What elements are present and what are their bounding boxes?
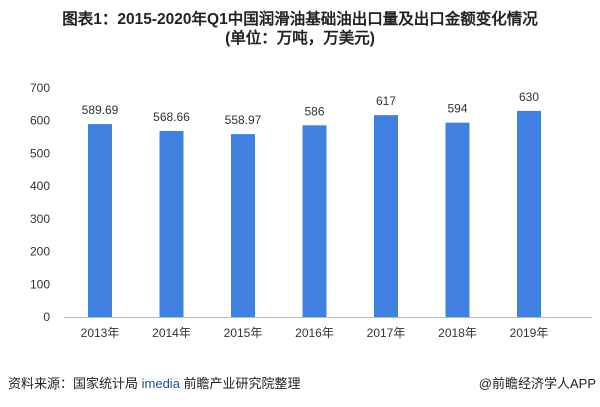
bar (231, 134, 255, 317)
data-label: 568.66 (153, 110, 190, 124)
x-tick-label: 2019年 (510, 326, 549, 340)
y-tick-label: 200 (30, 245, 50, 259)
source-highlight: imedia (141, 376, 180, 391)
source-note: 资料来源：国家统计局 imedia 前瞻产业研究院整理 (8, 373, 301, 392)
bar (517, 110, 541, 318)
x-tick-label: 2018年 (438, 326, 477, 340)
y-tick-label: 700 (30, 81, 50, 95)
y-tick-label: 500 (30, 146, 50, 160)
data-label: 630 (519, 90, 539, 104)
bar (445, 122, 470, 317)
y-tick-label: 100 (30, 277, 50, 291)
x-tick-label: 2014年 (152, 326, 191, 340)
x-tick-label: 2013年 (81, 326, 120, 340)
bar (302, 125, 327, 318)
chart-title: 图表1：2015-2020年Q1中国润滑油基础油出口量及出口金额变化情况 (单位… (0, 10, 600, 48)
data-label: 586 (304, 104, 324, 118)
x-tick-label: 2016年 (295, 326, 334, 340)
y-tick-label: 300 (30, 212, 50, 226)
data-label: 558.97 (225, 113, 262, 127)
y-tick-label: 400 (30, 179, 50, 193)
source-prefix: 资料来源：国家统计局 (8, 376, 142, 391)
bar (159, 130, 184, 317)
bar (374, 115, 398, 317)
data-label: 617 (376, 94, 396, 108)
data-label: 589.69 (82, 103, 119, 117)
data-label: 594 (447, 102, 467, 116)
y-tick-label: 600 (30, 114, 50, 128)
credit-text: @前瞻经济学人APP (478, 376, 596, 391)
y-tick-label: 0 (43, 310, 50, 324)
x-tick-label: 2015年 (224, 326, 263, 340)
x-tick-label: 2017年 (367, 326, 406, 340)
chart-subtitle: (单位：万吨，万美元) (225, 30, 375, 47)
chart-title-main: 图表1：2015-2020年Q1中国润滑油基础油出口量及出口金额变化情况 (62, 11, 538, 28)
bar (88, 124, 112, 317)
source-suffix: 前瞻产业研究院整理 (179, 376, 301, 391)
